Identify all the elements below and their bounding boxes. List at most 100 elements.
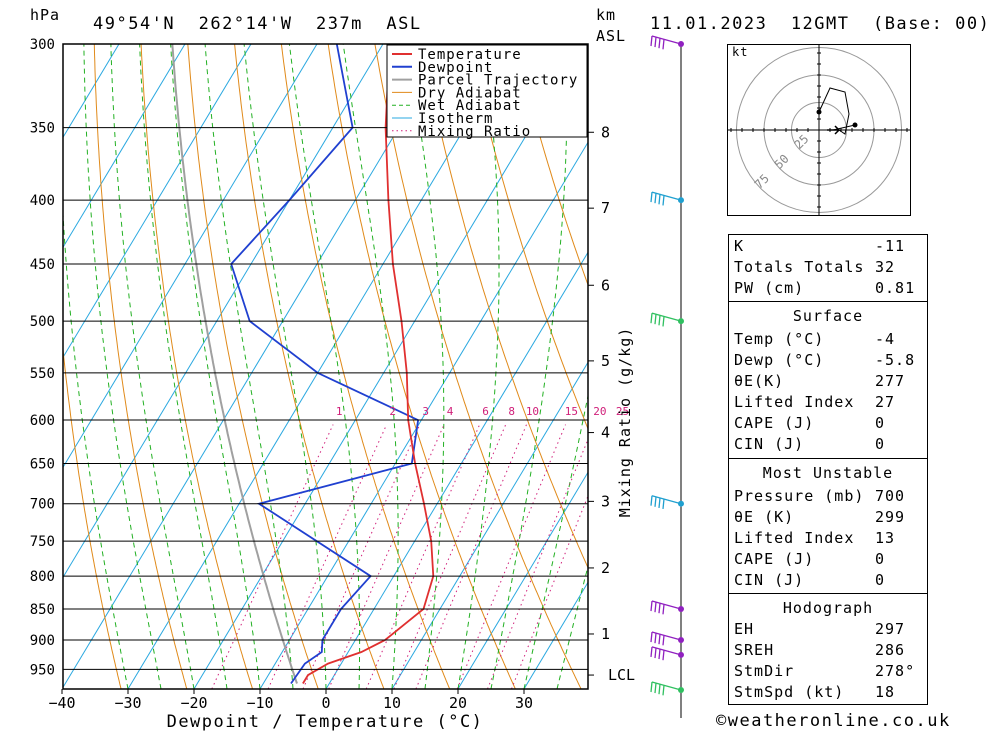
wet-adiabat-line	[83, 44, 162, 689]
mixing-ratio-line	[302, 424, 421, 689]
index-row-totals: Totals Totals 32	[734, 258, 896, 276]
surface-row: Lifted Index 27	[734, 393, 896, 411]
height-tick-label: 1	[601, 625, 610, 643]
surface-row: Dewp (°C) -5.8	[734, 351, 916, 369]
wind-barb-icon	[650, 35, 682, 50]
isotherm-line	[325, 251, 588, 689]
surface-row: CAPE (J) 0	[734, 414, 886, 432]
wet-adiabat-line	[457, 44, 500, 689]
x-tick-label: 20	[449, 694, 467, 712]
mixing-ratio-line	[328, 424, 445, 689]
mixing-ratio-label: 15	[565, 405, 578, 418]
mixing-ratio-line	[456, 424, 566, 689]
dry-adiabat-line	[280, 44, 451, 689]
wet-adiabat-line	[110, 44, 195, 689]
index-row-pw: PW (cm) 0.81	[734, 279, 916, 297]
x-tick-label: 10	[383, 694, 401, 712]
pressure-tick-label: 600	[30, 413, 55, 429]
indices-panel: K -11 Totals Totals 32 PW (cm) 0.81	[728, 234, 928, 302]
mixing-ratio-label: 25	[616, 405, 629, 418]
hodograph-stats-title: Hodograph	[782, 599, 874, 617]
pressure-tick-label: 550	[30, 366, 55, 382]
mixing-ratio-label: 8	[508, 405, 515, 418]
wind-barb-icon	[650, 191, 682, 206]
plot-area	[63, 44, 700, 689]
wind-barb-icon	[650, 495, 682, 510]
mixing-ratio-line	[211, 424, 334, 689]
isotherm-line	[259, 141, 588, 689]
x-tick-label: 0	[321, 694, 330, 712]
hodograph-stats-row: EH 297	[734, 620, 906, 638]
wet-adiabat-line	[204, 44, 294, 689]
x-tick-label: −20	[180, 694, 207, 712]
pressure-tick-label: 700	[30, 497, 55, 513]
height-tick-label: LCL	[608, 666, 635, 684]
wind-barb-icon	[650, 631, 682, 646]
dry-adiabat-line	[514, 44, 588, 287]
wet-adiabat-line	[170, 44, 261, 689]
hodograph-stats-row: StmDir 278°	[734, 662, 916, 680]
isotherm-line	[63, 44, 120, 139]
dry-adiabat-line	[140, 44, 253, 689]
most-unstable-row: CIN (J) 0	[734, 571, 886, 589]
pressure-unit-label: hPa	[30, 6, 61, 24]
height-tick-label: 3	[601, 492, 610, 510]
most-unstable-title: Most Unstable	[762, 464, 894, 482]
wind-barb-icon	[650, 681, 682, 696]
legend-label: Wet Adiabat	[418, 98, 522, 114]
surface-title: Surface	[792, 307, 864, 325]
legend-label: Isotherm	[418, 111, 493, 127]
pressure-tick-label: 350	[30, 121, 55, 137]
dry-adiabat-line	[93, 44, 188, 689]
height-tick-label: 5	[601, 352, 610, 370]
mixing-ratio-line	[365, 424, 481, 689]
height-tick-label: 8	[601, 123, 610, 141]
wind-barb-icon	[650, 646, 682, 661]
surface-row: Temp (°C) -4	[734, 330, 896, 348]
most-unstable-row: Lifted Index 13	[734, 529, 896, 547]
hodograph-point	[816, 109, 822, 115]
mixing-ratio-line	[511, 494, 588, 689]
dry-adiabat-line	[63, 345, 122, 689]
x-axis-label: Dewpoint / Temperature (°C)	[167, 712, 484, 732]
wet-adiabat-line	[243, 44, 327, 689]
wind-barb-icon	[650, 600, 682, 615]
isotherm-line	[656, 44, 700, 689]
isotherm-line	[63, 44, 384, 579]
pressure-tick-label: 300	[30, 37, 55, 53]
datetime-title: 11.01.2023 12GMT (Base: 00)	[650, 14, 991, 34]
isotherm-line	[457, 471, 588, 689]
isotherm-line	[523, 581, 588, 689]
wet-adiabat-line	[139, 44, 228, 689]
hodograph-stats-row: SREH 286	[734, 641, 906, 659]
legend-label: Dewpoint	[418, 60, 493, 76]
most-unstable-row: θE (K) 299	[734, 508, 906, 526]
isotherm-line	[63, 44, 318, 469]
mixing-ratio-label: 1	[336, 405, 343, 418]
dry-adiabat-line	[656, 44, 700, 689]
height-tick-label: 4	[601, 424, 610, 442]
legend-label: Parcel Trajectory	[418, 73, 578, 89]
temperature-profile-line	[302, 44, 435, 684]
skewt-diagram: 3003504004505005506006507007508008509009…	[30, 35, 700, 732]
surface-row: CIN (J) 0	[734, 435, 886, 453]
pressure-tick-label: 400	[30, 193, 55, 209]
most-unstable-panel: Most Unstable Pressure (mb) 700 θE (K) 299…	[728, 458, 928, 594]
mixing-ratio-label: 10	[526, 405, 539, 418]
mixing-ratio-line	[267, 424, 388, 689]
isotherm-line	[391, 361, 588, 689]
height-tick-label: 7	[601, 199, 610, 217]
isotherm-line	[63, 44, 252, 359]
isotherm-line	[193, 44, 582, 689]
dry-adiabat-line	[468, 44, 588, 431]
credit-link[interactable]: ©weatheronline.co.uk	[716, 711, 951, 731]
height-tick-label: 6	[601, 276, 610, 294]
pressure-tick-label: 450	[30, 257, 55, 273]
dry-adiabat-line	[421, 44, 588, 569]
wet-adiabat-line	[523, 393, 588, 689]
most-unstable-row: CAPE (J) 0	[734, 550, 886, 568]
mixing-ratio-line	[415, 424, 527, 689]
pressure-tick-label: 650	[30, 456, 55, 472]
